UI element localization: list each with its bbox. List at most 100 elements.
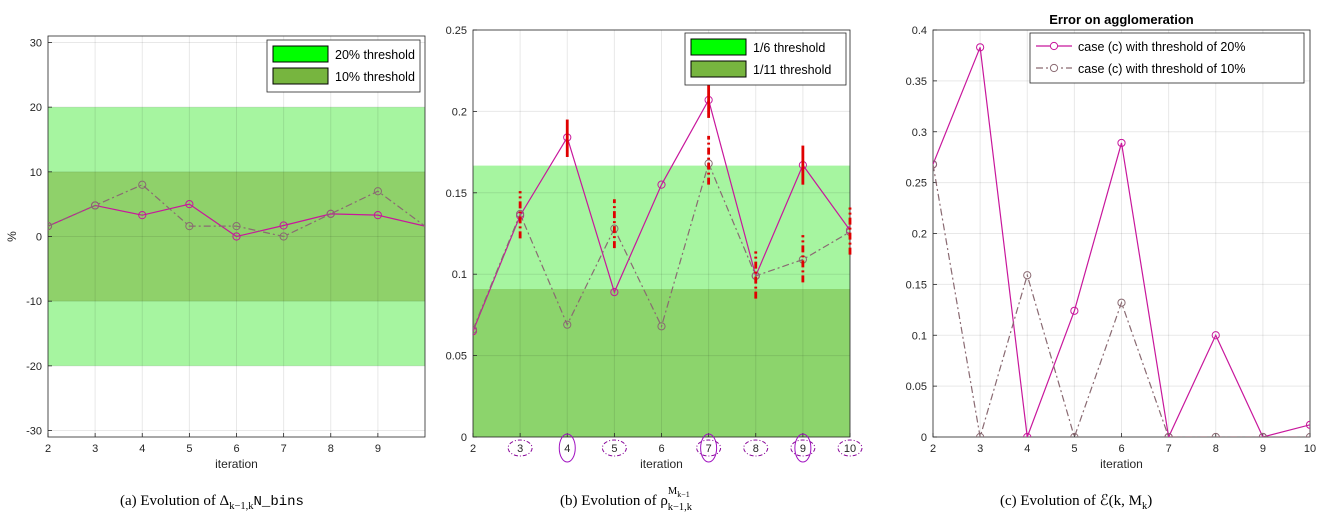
circled-tick-dashed [790, 439, 816, 457]
circled-tick-solid [700, 433, 718, 463]
series-point-1 [138, 211, 147, 220]
chart-c: 2 3 4 5 6 7 8 9 10 0 0.05 0.1 0.15 0.2 0.25 0.3 0.35 0.4 i… [906, 12, 1317, 471]
caption-c: (c) Evolution of ℰ(k, Mk) [1000, 493, 1152, 512]
circled-tick-dashed [837, 439, 863, 457]
x-tick-label: 8 [1213, 443, 1219, 455]
series-point-2 [185, 222, 194, 231]
series-point-1 [1117, 138, 1126, 148]
x-axis-label: iteration [215, 457, 258, 471]
x-tick-label: 6 [1118, 443, 1124, 455]
series-point-1 [657, 180, 666, 189]
series-point-1 [1305, 420, 1310, 429]
legend-swatch [690, 38, 747, 56]
threshold-band-2 [473, 289, 850, 437]
series-group [48, 180, 425, 241]
legend-label: case (c) with threshold of 20% [1078, 40, 1245, 54]
circled-tick-solid [794, 433, 812, 463]
y-tick-label: 0.1 [452, 269, 467, 281]
y-tick-label: 20 [30, 102, 42, 114]
series-point-2 [473, 325, 478, 334]
series-line-1 [933, 47, 1310, 437]
series-point-1 [373, 211, 382, 220]
y-tick-label: 10 [30, 167, 42, 179]
circled-tick-solid [558, 433, 576, 463]
series-point-2 [1117, 298, 1126, 307]
series-point-2 [1305, 432, 1310, 437]
series-point-2 [232, 222, 241, 231]
y-tick-label: 0.2 [452, 106, 467, 118]
series-line-2 [473, 161, 850, 330]
plot-area [933, 30, 1310, 437]
chart-title: Error on agglomeration [1049, 12, 1194, 27]
series-point-2 [933, 160, 938, 169]
series-point-2 [1164, 432, 1173, 437]
y-axis-label: % [5, 231, 19, 242]
x-tick-label: 6 [658, 443, 664, 455]
series-point-2 [279, 232, 288, 241]
series-point-1 [976, 43, 985, 52]
x-tick-label: 5 [1071, 443, 1077, 455]
y-tick-label: 0 [36, 232, 42, 244]
legend-swatch [272, 45, 329, 63]
series-line-1 [473, 98, 850, 332]
x-tick-label: 4 [564, 443, 570, 455]
circled-tick-dashed [743, 439, 769, 457]
y-tick-label: 0.15 [906, 279, 927, 291]
series-point-1 [1023, 432, 1032, 437]
y-tick-label: 0.15 [446, 188, 467, 200]
legend-label: 20% threshold [335, 48, 415, 62]
legend-label: 1/6 threshold [753, 41, 825, 55]
x-tick-label: 4 [1024, 443, 1030, 455]
y-tick-label: 0.25 [446, 25, 467, 37]
series-point-2 [976, 432, 985, 437]
x-tick-label: 10 [1304, 443, 1316, 455]
x-tick-label: 3 [92, 443, 98, 455]
x-tick-label: 2 [930, 443, 936, 455]
series-point-1 [185, 200, 194, 209]
series-point-1 [279, 221, 288, 230]
series-point-1 [610, 288, 619, 297]
x-tick-label: 6 [233, 443, 239, 455]
caption-b: (b) Evolution of ρMk−1 k−1,k [560, 486, 693, 513]
series-point-2 [1258, 432, 1267, 437]
x-tick-label: 7 [281, 443, 287, 455]
y-tick-label: -20 [26, 361, 42, 373]
x-tick-label: 8 [753, 443, 759, 455]
y-tick-label: 0.3 [912, 127, 927, 139]
series-point-2 [1211, 432, 1220, 437]
series-point-2 [373, 187, 382, 196]
series-point-1 [1211, 331, 1220, 340]
series-group [933, 43, 1310, 437]
circled-tick-dashed [507, 439, 533, 457]
x-tick-label: 7 [706, 443, 712, 455]
legend-swatch [272, 67, 329, 85]
circled-tick-dashed [601, 439, 627, 457]
x-tick-label: 7 [1166, 443, 1172, 455]
series-point-2 [657, 322, 666, 331]
x-tick-label: 5 [186, 443, 192, 455]
x-tick-label: 4 [139, 443, 145, 455]
y-tick-label: 0.1 [912, 330, 927, 342]
legend-label: 1/11 threshold [753, 63, 831, 77]
legend-box [1029, 32, 1305, 84]
circled-tick-dashed [696, 439, 722, 457]
y-tick-label: 0.35 [906, 76, 927, 88]
y-tick-label: 0.25 [906, 178, 927, 190]
x-tick-label: 10 [844, 443, 856, 455]
y-tick-label: 0 [461, 432, 467, 444]
series-point-2 [845, 227, 850, 236]
x-tick-label: 8 [328, 443, 334, 455]
series-point-1 [232, 232, 241, 241]
series-line-1 [48, 203, 425, 238]
x-tick-label: 2 [470, 443, 476, 455]
legend-label: 10% threshold [335, 70, 415, 84]
legend-marker [1049, 63, 1059, 73]
x-tick-label: 5 [611, 443, 617, 455]
series-point-2 [326, 209, 335, 218]
y-tick-label: 0 [921, 432, 927, 444]
series-point-2 [1023, 271, 1032, 280]
series-line-2 [933, 164, 1310, 437]
series-point-2 [138, 180, 147, 189]
x-axis-label: iteration [640, 457, 683, 471]
y-tick-label: 30 [30, 37, 42, 49]
